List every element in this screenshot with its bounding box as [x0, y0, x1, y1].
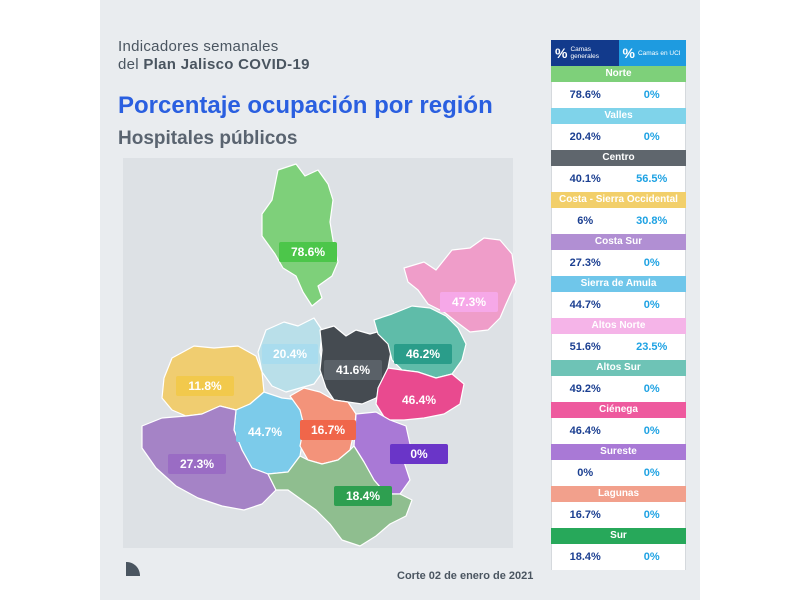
map-label-costa-sur: 27.3%	[168, 454, 226, 474]
region-norte	[262, 164, 338, 306]
map-label-altos-norte: 47.3%	[440, 292, 498, 312]
region-values-row: 46.4% 0%	[551, 418, 686, 444]
general-beds-value: 78.6%	[552, 82, 619, 108]
map-label-norte: 78.6%	[279, 242, 337, 262]
region-values-row: 49.2% 0%	[551, 376, 686, 402]
general-beds-value: 27.3%	[552, 250, 619, 276]
icu-beds-value: 56.5%	[619, 166, 686, 192]
col-header-icu-beds: % Camas en UCI	[619, 40, 687, 66]
general-beds-value: 6%	[552, 208, 619, 234]
icu-beds-value: 0%	[619, 82, 686, 108]
data-cutoff-date: Corte 02 de enero de 2021	[397, 570, 533, 582]
region-values-row: 40.1% 56.5%	[551, 166, 686, 192]
region-name-row: Sierra de Amula	[551, 276, 686, 292]
general-beds-value: 49.2%	[552, 376, 619, 402]
region-values-row: 44.7% 0%	[551, 292, 686, 318]
logo-icon	[125, 561, 141, 577]
map-label-altos-sur: 46.2%	[394, 344, 452, 364]
map-label-sur: 18.4%	[334, 486, 392, 506]
region-name-row: Sureste	[551, 444, 686, 460]
map-label-sureste: 0%	[390, 444, 448, 464]
icu-beds-value: 0%	[619, 376, 686, 402]
icu-beds-value: 0%	[619, 124, 686, 150]
region-name-row: Lagunas	[551, 486, 686, 502]
general-beds-value: 51.6%	[552, 334, 619, 360]
icu-beds-value: 0%	[619, 418, 686, 444]
region-name-row: Altos Sur	[551, 360, 686, 376]
general-beds-value: 40.1%	[552, 166, 619, 192]
map-label-centro: 41.6%	[324, 360, 382, 380]
general-beds-value: 44.7%	[552, 292, 619, 318]
general-beds-value: 0%	[552, 460, 619, 486]
col-label-icu: Camas en UCI	[638, 50, 681, 57]
icu-beds-value: 0%	[619, 544, 686, 570]
region-values-row: 20.4% 0%	[551, 124, 686, 150]
general-beds-value: 20.4%	[552, 124, 619, 150]
region-name-row: Centro	[551, 150, 686, 166]
region-values-row: 78.6% 0%	[551, 82, 686, 108]
icu-beds-value: 0%	[619, 502, 686, 528]
table-header: % Camas generales % Camas en UCI	[551, 40, 686, 66]
region-name-row: Costa - Sierra Occidental	[551, 192, 686, 208]
col-header-general-beds: % Camas generales	[551, 40, 619, 66]
col-label-general: Camas generales	[570, 46, 618, 60]
region-name-row: Altos Norte	[551, 318, 686, 334]
region-values-row: 51.6% 23.5%	[551, 334, 686, 360]
occupancy-table: % Camas generales % Camas en UCI Norte 78…	[551, 40, 686, 570]
map-label-costa-sierra-occidental: 11.8%	[176, 376, 234, 396]
region-values-row: 27.3% 0%	[551, 250, 686, 276]
region-values-row: 18.4% 0%	[551, 544, 686, 570]
icu-beds-value: 0%	[619, 250, 686, 276]
region-name-row: Norte	[551, 66, 686, 82]
percent-symbol: %	[623, 45, 635, 61]
map-label-cienega: 46.4%	[390, 390, 448, 410]
region-name-row: Valles	[551, 108, 686, 124]
region-name-row: Sur	[551, 528, 686, 544]
map-label-valles: 20.4%	[262, 344, 318, 364]
icu-beds-value: 0%	[619, 460, 686, 486]
map-label-lagunas: 16.7%	[300, 420, 356, 440]
region-name-row: Ciénega	[551, 402, 686, 418]
region-values-row: 0% 0%	[551, 460, 686, 486]
general-beds-value: 16.7%	[552, 502, 619, 528]
icu-beds-value: 0%	[619, 292, 686, 318]
general-beds-value: 18.4%	[552, 544, 619, 570]
map-label-sierra-de-amula: 44.7%	[236, 422, 294, 442]
region-values-row: 16.7% 0%	[551, 502, 686, 528]
general-beds-value: 46.4%	[552, 418, 619, 444]
region-values-row: 6% 30.8%	[551, 208, 686, 234]
percent-symbol: %	[555, 45, 567, 61]
icu-beds-value: 23.5%	[619, 334, 686, 360]
table-body: Norte 78.6% 0% Valles 20.4% 0% Centro 40.1% 56.5…	[551, 66, 686, 570]
icu-beds-value: 30.8%	[619, 208, 686, 234]
region-name-row: Costa Sur	[551, 234, 686, 250]
